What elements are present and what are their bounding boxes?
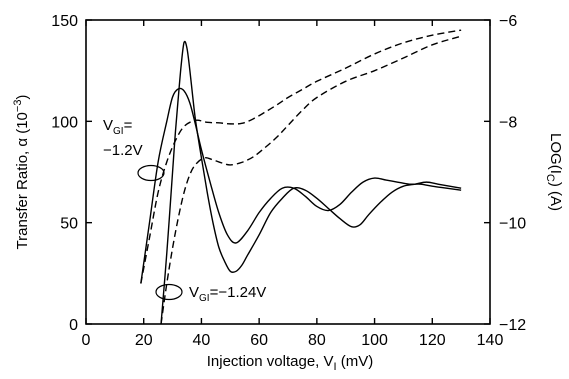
y-axis-left-label: Transfer Ratio, α (10−3) bbox=[12, 95, 31, 250]
annotation-vgi-1-24v-v: V bbox=[189, 284, 199, 301]
y-right-tick-label: −6 bbox=[499, 13, 517, 30]
y-left-tick-label: 0 bbox=[69, 317, 78, 334]
y-axis-left-label-main: Transfer Ratio, α (10 bbox=[14, 112, 31, 249]
annotation-vgi-1-2v-v: V bbox=[103, 117, 113, 134]
ticks-layer: 0 20 40 60 80 100 120 140 0 50 100 150 −12 −10 −8 −6 bbox=[51, 13, 526, 349]
x-tick-label: 0 bbox=[82, 332, 91, 349]
y-right-tick-label: −8 bbox=[499, 114, 517, 131]
y-right-tick-label: −12 bbox=[499, 317, 526, 334]
x-tick-label: 20 bbox=[135, 332, 153, 349]
annotation-vgi-1-2v-line1: VGI= bbox=[103, 117, 133, 137]
x-tick-label: 140 bbox=[477, 332, 504, 349]
annotation-vgi-1-24v: VGI=−1.24V bbox=[155, 283, 266, 304]
y-axis-right-label-pre: LOG(I bbox=[547, 133, 564, 174]
series-line-3-dashed bbox=[140, 29, 462, 284]
annotation-vgi-1-24v-text: VGI=−1.24V bbox=[189, 284, 266, 304]
y-axis-right-label-post: ) (A) bbox=[547, 182, 564, 211]
series-line-1-solid bbox=[140, 87, 462, 284]
series-layer bbox=[140, 29, 462, 325]
x-tick-label: 60 bbox=[250, 332, 268, 349]
x-tick-label: 100 bbox=[361, 332, 388, 349]
y-axis-left-label-tail: ) bbox=[14, 95, 31, 100]
series-line-4-dashed bbox=[160, 35, 462, 325]
y-left-tick-label: 150 bbox=[51, 13, 78, 30]
x-tick-label: 80 bbox=[308, 332, 326, 349]
annotation-vgi-1-24v-ellipse bbox=[155, 283, 183, 301]
series-line-2-solid bbox=[160, 40, 462, 325]
y-left-tick-label: 50 bbox=[60, 216, 78, 233]
annotation-vgi-1-2v-eq: = bbox=[124, 117, 133, 134]
x-tick-label: 40 bbox=[193, 332, 211, 349]
x-tick-label: 120 bbox=[419, 332, 446, 349]
annotation-vgi-1-24v-eq: =−1.24V bbox=[210, 284, 267, 301]
y-left-tick-label: 100 bbox=[51, 114, 78, 131]
annotation-vgi-1-2v-line2: −1.2V bbox=[103, 142, 143, 159]
plot-frame bbox=[85, 19, 491, 325]
y-axis-right-label-sub: C bbox=[544, 174, 556, 182]
y-axis-right-label: LOG(IC) (A) bbox=[544, 133, 564, 211]
y-axis-left-label-sup: −3 bbox=[12, 100, 24, 113]
annotation-vgi-1-2v-ellipse bbox=[137, 164, 165, 182]
x-axis-label: Injection voltage, VI (mV) bbox=[207, 353, 373, 373]
annotation-vgi-1-2v-sub: GI bbox=[113, 126, 124, 137]
y-right-tick-label: −10 bbox=[499, 216, 526, 233]
annotation-vgi-1-24v-sub: GI bbox=[199, 293, 210, 304]
annotation-vgi-1-2v: VGI= −1.2V bbox=[103, 117, 165, 182]
x-axis-label-unit: (mV) bbox=[337, 353, 374, 370]
x-axis-label-sub: I bbox=[334, 361, 337, 373]
x-axis-label-main: Injection voltage, V bbox=[207, 353, 334, 370]
